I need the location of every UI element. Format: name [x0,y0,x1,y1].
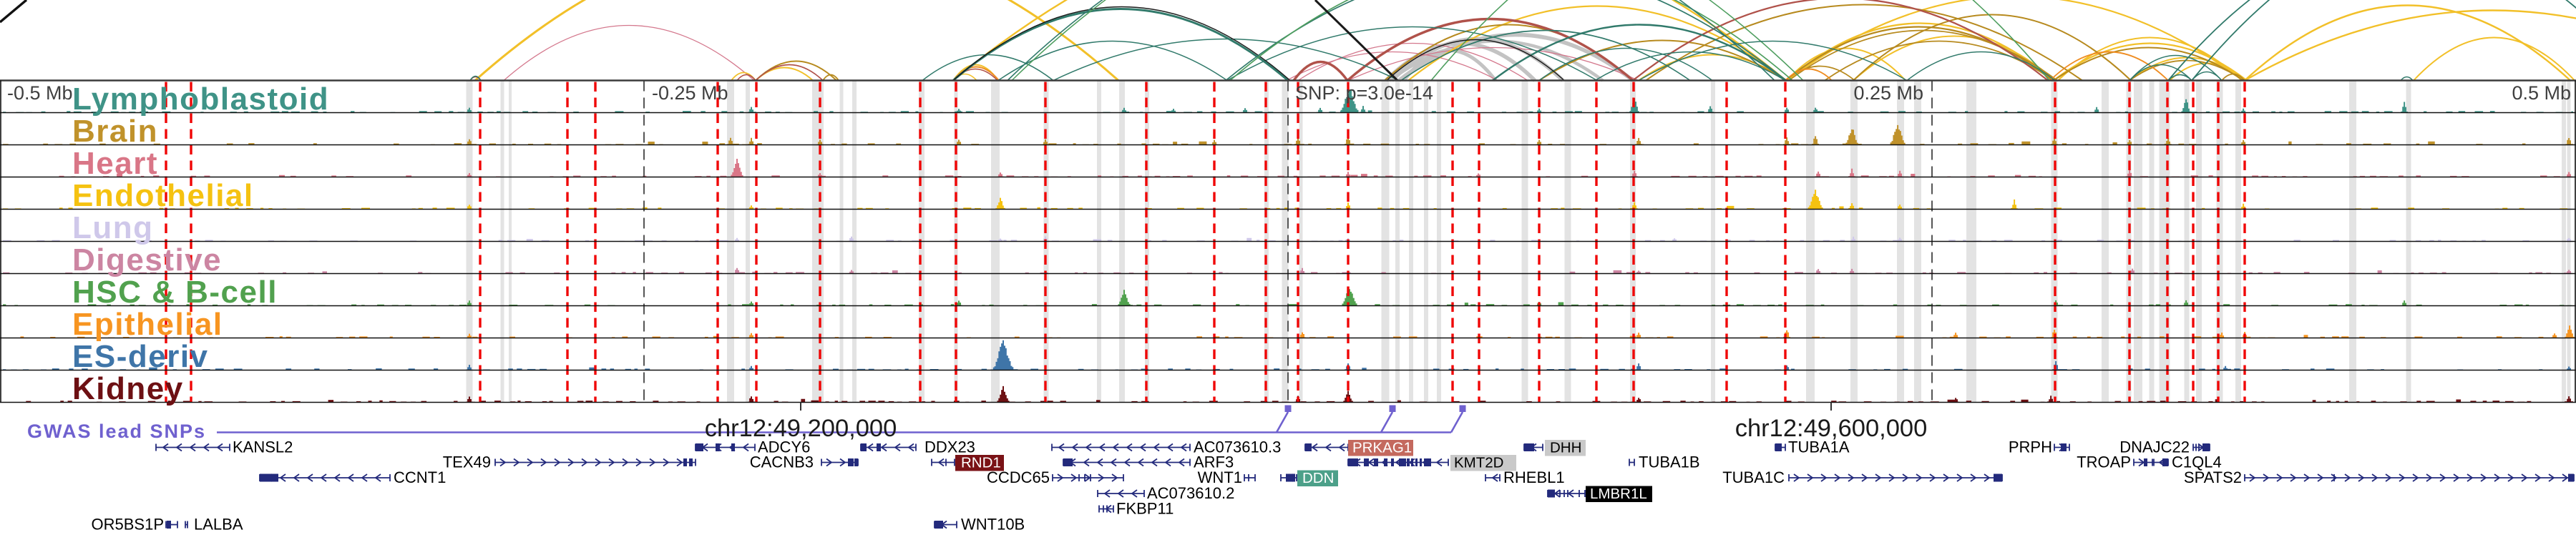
svg-text:AC073610.2: AC073610.2 [1147,484,1234,502]
svg-text:Endothelial: Endothelial [72,178,254,213]
svg-text:CCDC65: CCDC65 [987,468,1050,486]
svg-text:KMT2D: KMT2D [1454,455,1503,471]
svg-text:Heart: Heart [72,146,158,181]
svg-text:0.25 Mb: 0.25 Mb [1853,82,1923,104]
svg-text:DDN: DDN [1302,470,1334,486]
svg-text:OR5BS1P: OR5BS1P [92,516,165,534]
svg-text:Epithelial: Epithelial [72,307,223,342]
svg-text:ARF3: ARF3 [1194,453,1234,471]
svg-text:LALBA: LALBA [194,516,243,534]
svg-text:CCNT1: CCNT1 [394,468,446,486]
svg-text:CACNB3: CACNB3 [750,453,814,471]
svg-text:DDX23: DDX23 [924,438,975,456]
svg-text:0.5 Mb: 0.5 Mb [2512,82,2571,104]
svg-text:Lung: Lung [72,210,154,245]
svg-text:DNAJC22: DNAJC22 [2119,438,2190,456]
svg-text:DHH: DHH [1550,440,1581,456]
svg-text:LMBR1L: LMBR1L [1590,486,1647,502]
svg-text:WNT10B: WNT10B [961,516,1025,534]
svg-text:Brain: Brain [72,114,158,149]
svg-text:-0.5 Mb: -0.5 Mb [7,82,73,104]
svg-text:-0.25 Mb: -0.25 Mb [652,82,728,104]
svg-text:chr12:49,200,000: chr12:49,200,000 [705,415,897,442]
svg-text:TEX49: TEX49 [443,453,491,471]
svg-text:chr12:49,600,000: chr12:49,600,000 [1735,415,1928,442]
svg-text:RHEBL1: RHEBL1 [1503,468,1565,486]
svg-text:TROAP: TROAP [2077,453,2131,471]
svg-text:GWAS lead SNPs: GWAS lead SNPs [27,421,206,442]
svg-text:ADCY6: ADCY6 [758,438,810,456]
svg-text:Digestive: Digestive [72,242,222,278]
svg-text:Kidney: Kidney [72,371,184,406]
svg-text:SPATS2: SPATS2 [2184,468,2242,486]
svg-text:WNT1: WNT1 [1198,468,1242,486]
svg-text:TUBA1A: TUBA1A [1788,438,1850,456]
svg-text:HSC & B-cell: HSC & B-cell [72,275,278,310]
svg-text:RND1: RND1 [961,455,1001,471]
svg-text:TUBA1B: TUBA1B [1639,453,1700,471]
svg-text:Lymphoblastoid: Lymphoblastoid [72,82,329,117]
svg-text:KANSL2: KANSL2 [233,438,293,456]
svg-text:PRPH: PRPH [2009,438,2052,456]
svg-text:SNP: p=3.0e-14: SNP: p=3.0e-14 [1295,82,1433,104]
svg-text:AC073610.3: AC073610.3 [1194,438,1281,456]
svg-text:TUBA1C: TUBA1C [1722,468,1785,486]
svg-text:ES-deriv: ES-deriv [72,339,209,374]
svg-text:FKBP11: FKBP11 [1116,500,1174,518]
svg-text:PRKAG1: PRKAG1 [1352,440,1412,456]
svg-text:C1QL4: C1QL4 [2172,453,2222,471]
